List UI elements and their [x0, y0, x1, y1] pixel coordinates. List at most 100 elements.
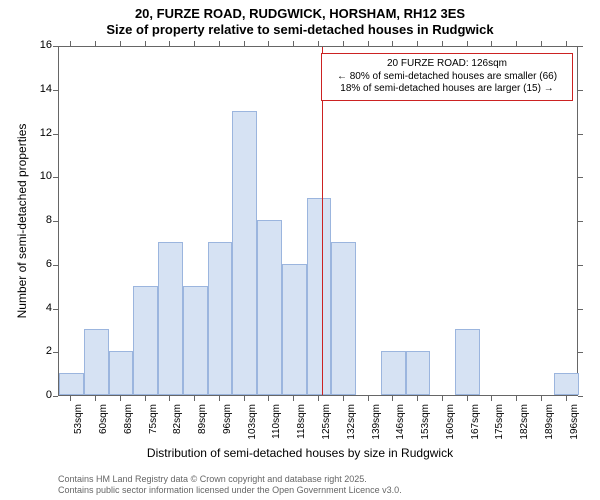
x-axis-label: Distribution of semi-detached houses by …	[0, 446, 600, 460]
xtick-mark	[244, 41, 245, 46]
histogram-bar	[381, 351, 406, 395]
xtick-mark	[516, 396, 517, 401]
xtick-label: 53sqm	[73, 404, 84, 448]
xtick-label: 89sqm	[197, 404, 208, 448]
histogram-bar	[183, 286, 208, 395]
xtick-mark	[368, 41, 369, 46]
xtick-mark	[442, 41, 443, 46]
xtick-mark	[169, 41, 170, 46]
xtick-mark	[293, 396, 294, 401]
xtick-mark	[467, 396, 468, 401]
histogram-bar	[208, 242, 233, 395]
xtick-mark	[491, 41, 492, 46]
xtick-mark	[219, 396, 220, 401]
histogram-bar	[406, 351, 431, 395]
histogram-bar	[257, 220, 282, 395]
y-axis-label: Number of semi-detached properties	[15, 111, 29, 331]
xtick-mark	[343, 396, 344, 401]
xtick-label: 139sqm	[371, 404, 382, 448]
ytick-mark	[53, 396, 58, 397]
xtick-mark	[467, 41, 468, 46]
xtick-mark	[566, 41, 567, 46]
histogram-bar	[109, 351, 134, 395]
ytick-mark	[578, 396, 583, 397]
xtick-label: 153sqm	[420, 404, 431, 448]
ytick-label: 2	[28, 345, 52, 357]
xtick-label: 68sqm	[123, 404, 134, 448]
ytick-label: 16	[28, 39, 52, 51]
xtick-mark	[120, 41, 121, 46]
xtick-mark	[194, 41, 195, 46]
xtick-label: 82sqm	[172, 404, 183, 448]
xtick-mark	[417, 396, 418, 401]
title-line1: 20, FURZE ROAD, RUDGWICK, HORSHAM, RH12 …	[0, 6, 600, 21]
xtick-mark	[268, 41, 269, 46]
ytick-mark	[578, 46, 583, 47]
ytick-label: 14	[28, 83, 52, 95]
histogram-bar	[133, 286, 158, 395]
xtick-mark	[70, 41, 71, 46]
xtick-mark	[318, 41, 319, 46]
annotation-box: 20 FURZE ROAD: 126sqm← 80% of semi-detac…	[321, 53, 573, 101]
xtick-label: 125sqm	[321, 404, 332, 448]
xtick-mark	[392, 41, 393, 46]
xtick-mark	[145, 396, 146, 401]
footer-line2: Contains public sector information licen…	[58, 485, 402, 496]
ytick-label: 4	[28, 302, 52, 314]
histogram-bar	[282, 264, 307, 395]
histogram-bar	[59, 373, 84, 395]
xtick-mark	[516, 41, 517, 46]
xtick-mark	[70, 396, 71, 401]
histogram-bar	[554, 373, 579, 395]
annotation-line3: 18% of semi-detached houses are larger (…	[328, 83, 566, 96]
xtick-mark	[368, 396, 369, 401]
xtick-label: 75sqm	[148, 404, 159, 448]
xtick-mark	[491, 396, 492, 401]
ytick-mark	[578, 177, 583, 178]
xtick-mark	[343, 41, 344, 46]
xtick-label: 175sqm	[494, 404, 505, 448]
title-line2: Size of property relative to semi-detach…	[0, 22, 600, 37]
xtick-label: 132sqm	[346, 404, 357, 448]
annotation-line1: 20 FURZE ROAD: 126sqm	[328, 58, 566, 71]
xtick-label: 146sqm	[395, 404, 406, 448]
xtick-label: 96sqm	[222, 404, 233, 448]
ytick-label: 0	[28, 389, 52, 401]
xtick-mark	[442, 396, 443, 401]
footer-line1: Contains HM Land Registry data © Crown c…	[58, 474, 402, 485]
ytick-label: 8	[28, 214, 52, 226]
ytick-mark	[53, 352, 58, 353]
xtick-mark	[145, 41, 146, 46]
histogram-bar	[232, 111, 257, 395]
histogram-bar	[331, 242, 356, 395]
xtick-label: 118sqm	[296, 404, 307, 448]
ytick-mark	[578, 309, 583, 310]
ytick-mark	[578, 134, 583, 135]
xtick-label: 182sqm	[519, 404, 530, 448]
xtick-label: 110sqm	[271, 404, 282, 448]
ytick-mark	[53, 309, 58, 310]
xtick-label: 189sqm	[544, 404, 555, 448]
xtick-mark	[268, 396, 269, 401]
xtick-mark	[318, 396, 319, 401]
chart-container: 20, FURZE ROAD, RUDGWICK, HORSHAM, RH12 …	[0, 0, 600, 500]
plot-area: 20 FURZE ROAD: 126sqm← 80% of semi-detac…	[58, 46, 578, 396]
ytick-mark	[578, 352, 583, 353]
title-block: 20, FURZE ROAD, RUDGWICK, HORSHAM, RH12 …	[0, 6, 600, 37]
ytick-mark	[53, 46, 58, 47]
xtick-label: 167sqm	[470, 404, 481, 448]
annotation-line2: ← 80% of semi-detached houses are smalle…	[328, 71, 566, 84]
footer-attribution: Contains HM Land Registry data © Crown c…	[58, 474, 402, 496]
histogram-bar	[455, 329, 480, 395]
ytick-label: 12	[28, 127, 52, 139]
xtick-mark	[169, 396, 170, 401]
xtick-mark	[219, 41, 220, 46]
xtick-mark	[541, 41, 542, 46]
xtick-label: 103sqm	[247, 404, 258, 448]
xtick-label: 60sqm	[98, 404, 109, 448]
xtick-mark	[120, 396, 121, 401]
xtick-mark	[417, 41, 418, 46]
ytick-mark	[578, 265, 583, 266]
xtick-mark	[95, 396, 96, 401]
histogram-bar	[158, 242, 183, 395]
